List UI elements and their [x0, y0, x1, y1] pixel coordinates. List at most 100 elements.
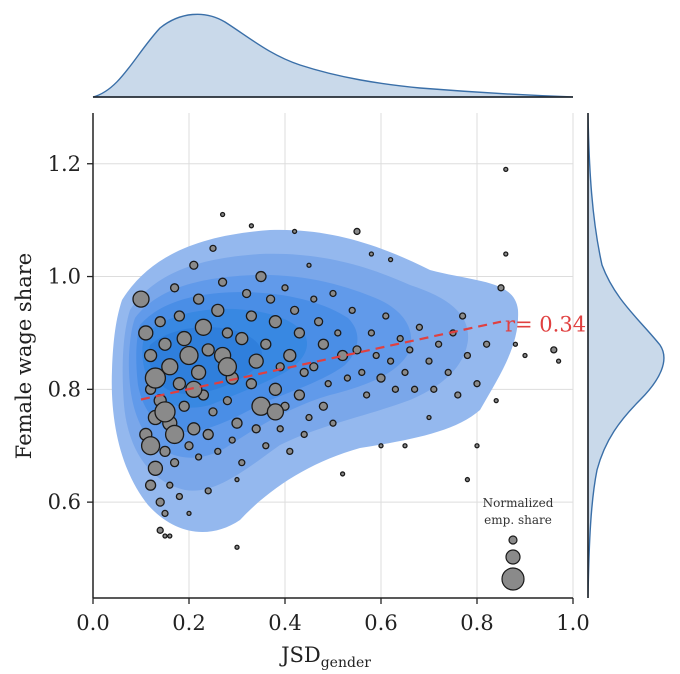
scatter-point — [276, 425, 284, 433]
scatter-point — [143, 348, 158, 363]
scatter-point — [219, 211, 226, 218]
x-axis-label-main: JSD — [279, 643, 321, 667]
scatter-point — [164, 424, 185, 445]
top-marginal-fill — [92, 13, 574, 98]
legend-marker-large — [501, 567, 525, 591]
correlation-annotation: r= 0.34 — [505, 312, 586, 336]
scatter-point — [482, 340, 491, 348]
scatter-point — [221, 327, 234, 339]
scatter-point — [211, 303, 225, 318]
x-ticks: 0.0 0.2 0.4 0.6 0.8 1.0 — [76, 598, 590, 635]
scatter-point — [512, 341, 519, 347]
scatter-point — [235, 331, 249, 346]
scatter-point — [241, 288, 252, 299]
scatter-point — [192, 293, 205, 305]
scatter-point — [401, 368, 409, 377]
scatter-point — [367, 329, 376, 337]
main-plot: r= 0.34 0.0 0.2 0.4 0.6 0.8 1.0 0.60.81.01.2 … — [12, 113, 590, 671]
scatter-point — [161, 509, 169, 518]
scatter-point — [343, 374, 352, 382]
scatter-point — [396, 334, 404, 343]
scatter-point — [144, 367, 167, 389]
scatter-point — [201, 343, 215, 357]
scatter-point — [189, 260, 199, 270]
scatter-point — [217, 357, 238, 377]
scatter-point — [184, 441, 194, 451]
scatter-point — [172, 377, 187, 391]
scatter-point — [268, 382, 283, 396]
scatter-point — [179, 345, 199, 366]
x-tick-label: 0.2 — [172, 611, 205, 635]
size-legend: Normalized emp. share — [483, 496, 554, 591]
scatter-point — [474, 443, 480, 449]
y-axis-label: Female wage share — [12, 253, 36, 459]
scatter-point — [167, 533, 173, 539]
scatter-points — [132, 166, 562, 550]
x-tick-label: 0.0 — [76, 611, 109, 635]
scatter-point — [202, 428, 214, 441]
scatter-point — [162, 533, 168, 539]
scatter-point — [187, 422, 201, 436]
x-tick-label: 0.8 — [460, 611, 493, 635]
scatter-point — [382, 312, 390, 320]
scatter-point — [309, 362, 319, 372]
legend-marker-small — [508, 535, 518, 545]
scatter-point — [268, 315, 283, 329]
scatter-point — [234, 544, 240, 550]
scatter-point — [175, 492, 184, 501]
scatter-point — [293, 389, 306, 401]
scatter-point — [266, 403, 285, 421]
scatter-point — [140, 436, 161, 456]
scatter-point — [245, 378, 258, 390]
scatter-point — [464, 476, 471, 483]
scatter-point — [228, 436, 236, 444]
scatter-point — [425, 357, 433, 365]
scatter-point — [317, 338, 330, 350]
scatter-point — [329, 289, 337, 298]
scatter-point — [402, 443, 408, 449]
scatter-point — [352, 345, 362, 355]
y-tick-label: 1.2 — [48, 152, 81, 176]
scatter-point — [251, 424, 261, 434]
scatter-point — [144, 479, 157, 491]
scatter-point — [410, 385, 419, 393]
scatter-point — [208, 407, 218, 417]
scatter-point — [473, 380, 481, 388]
scatter-point — [406, 346, 414, 354]
scatter-point — [194, 453, 203, 461]
scatter-point — [176, 330, 192, 347]
scatter-point — [194, 318, 213, 336]
scatter-point — [550, 346, 558, 354]
scatter-point — [434, 340, 443, 348]
scatter-point — [391, 385, 400, 393]
scatter-point — [362, 391, 371, 399]
scatter-point — [245, 310, 258, 322]
scatter-point — [166, 481, 174, 489]
scatter-point — [248, 353, 264, 369]
scatter-point — [217, 277, 228, 287]
scatter-point — [178, 400, 190, 412]
scatter-point — [169, 458, 180, 468]
scatter-point — [503, 166, 509, 173]
scatter-point — [426, 414, 432, 421]
scatter-point — [204, 487, 212, 495]
scatter-point — [231, 417, 243, 429]
scatter-point — [234, 476, 240, 483]
scatter-point — [334, 329, 342, 337]
scatter-point — [155, 497, 165, 507]
scatter-point — [313, 317, 324, 327]
scatter-point — [387, 256, 394, 263]
scatter-point — [283, 348, 297, 363]
x-tick-label: 0.6 — [364, 611, 397, 635]
scatter-point — [310, 295, 318, 303]
scatter-point — [376, 373, 386, 383]
scatter-point — [281, 284, 289, 292]
scatter-point — [463, 351, 472, 360]
scatter-point — [358, 368, 366, 377]
scatter-point — [156, 526, 164, 534]
scatter-point — [348, 306, 356, 315]
scatter-point — [378, 443, 384, 449]
scatter-point — [336, 349, 349, 362]
scatter-point — [255, 270, 267, 283]
